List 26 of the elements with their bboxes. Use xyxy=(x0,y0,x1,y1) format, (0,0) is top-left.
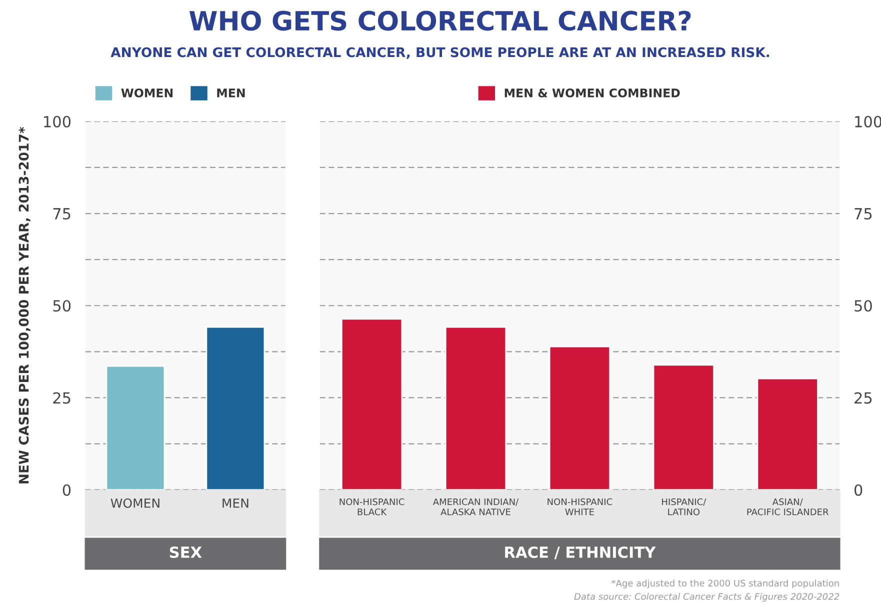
legend-label: WOMEN xyxy=(121,88,173,98)
y2-tick-label: 50 xyxy=(854,300,872,312)
y-tick-label: 0 xyxy=(62,484,71,496)
x-tick-label: AMERICAN INDIAN/ ALASKA NATIVE xyxy=(432,498,519,516)
y2-tick-label: 75 xyxy=(854,208,872,220)
y-tick-label: 25 xyxy=(53,392,70,404)
y-tick-label: 50 xyxy=(53,300,71,312)
x-tick-label: WOMEN xyxy=(110,498,160,508)
x-tick-label: ASIAN/ PACIFIC ISLANDER xyxy=(747,498,829,516)
x-axis-title: RACE / ETHNICITY xyxy=(505,546,656,560)
source-note: Data source: Colorectal Cancer Facts & Figures 2020-2022 xyxy=(574,592,840,602)
y2-tick-label: 25 xyxy=(854,392,872,404)
y-tick-label: 100 xyxy=(44,116,71,128)
y-tick-label: 75 xyxy=(53,208,70,220)
x-axis-title: SEX xyxy=(170,546,202,558)
legend-label: MEN & WOMEN COMBINED xyxy=(504,88,680,98)
y-axis-title: NEW CASES PER 100,000 PER YEAR, 2013-2017* xyxy=(18,126,30,484)
text: WHO GETS COLORECTAL CANCER? xyxy=(189,10,691,31)
x-tick-label: NON-HISPANIC BLACK xyxy=(340,498,404,516)
text: *Age adjusted to the 2000 US standard population xyxy=(612,580,839,588)
y2-tick-label: 0 xyxy=(854,484,862,496)
text: ANYONE CAN GET COLORECTAL CANCER, BUT SOME PEOPLE ARE AT AN INCREASED RISK. xyxy=(110,47,770,59)
x-tick-label: NON-HISPANIC WHITE xyxy=(548,498,612,516)
x-tick-label: HISPANIC/ LATINO xyxy=(662,498,706,516)
x-tick-label: MEN xyxy=(222,498,248,508)
legend-label: MEN xyxy=(217,88,245,98)
